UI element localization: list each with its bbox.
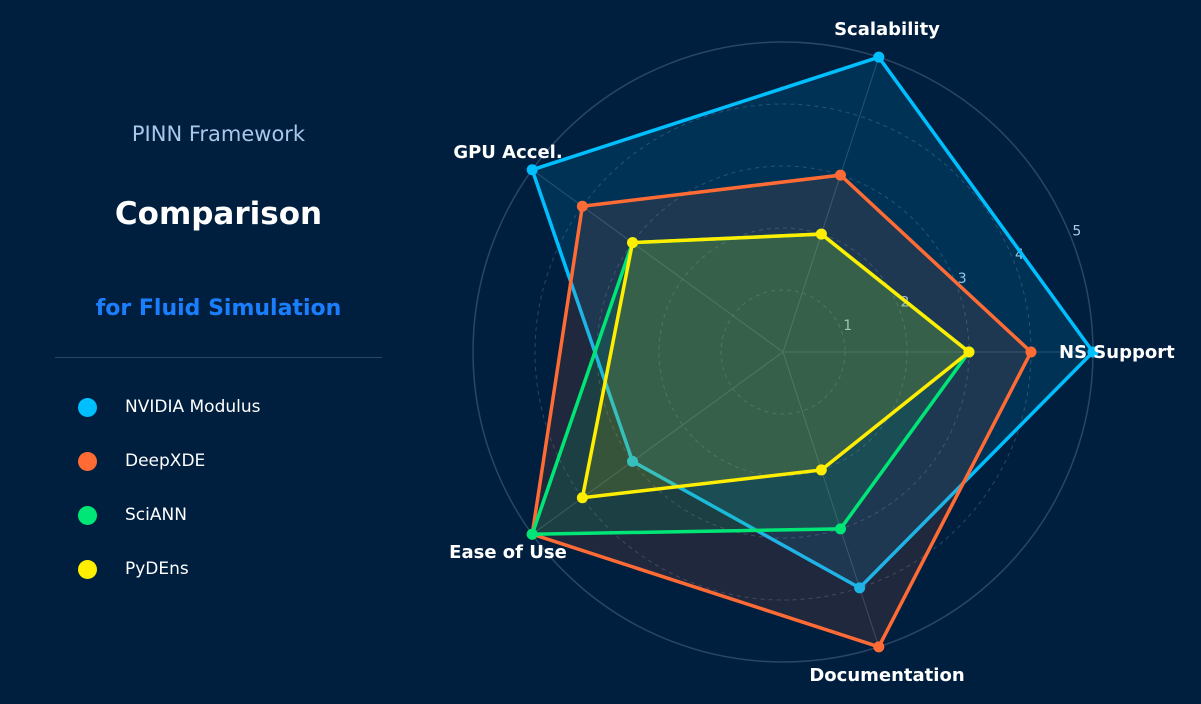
data-point xyxy=(873,641,885,653)
title-line-2: Comparison xyxy=(114,196,323,232)
series-line xyxy=(529,55,1096,591)
legend-item: NVIDIA Modulus xyxy=(78,395,261,419)
legend-label: NVIDIA Modulus xyxy=(125,397,261,417)
category-label: Scalability xyxy=(834,19,940,40)
legend-item: PyDEns xyxy=(78,557,189,581)
data-point xyxy=(1087,346,1099,358)
divider xyxy=(55,357,382,358)
grid-spoke xyxy=(531,351,784,535)
title-line-3: for Fluid Simulation xyxy=(95,296,342,321)
radial-tick-label: 4 xyxy=(1015,247,1024,263)
title-line-1: PINN Framework xyxy=(131,122,306,146)
legend-marker xyxy=(78,397,97,417)
category-label: NS Support xyxy=(1059,342,1175,363)
legend-item: DeepXDE xyxy=(78,449,205,473)
data-point xyxy=(834,523,846,535)
data-point xyxy=(576,200,588,212)
data-point xyxy=(627,455,639,467)
category-label: GPU Accel. xyxy=(453,142,562,163)
legend-marker xyxy=(78,505,97,525)
legend-label: DeepXDE xyxy=(125,451,206,471)
series-line xyxy=(530,173,1034,649)
data-point xyxy=(854,582,866,594)
legend-item: SciANN xyxy=(78,503,187,527)
grid-spoke xyxy=(782,57,880,353)
data-point xyxy=(834,169,846,181)
series-area xyxy=(532,234,969,535)
data-point xyxy=(526,528,538,540)
data-point xyxy=(815,464,827,476)
category-label: Ease of Use xyxy=(449,542,567,563)
legend-marker xyxy=(78,559,97,579)
data-point xyxy=(526,164,538,176)
radial-tick-label: 3 xyxy=(958,271,967,287)
grid-spoke xyxy=(531,169,784,353)
data-point xyxy=(963,346,975,358)
data-point xyxy=(873,51,885,63)
category-label: Documentation xyxy=(809,665,964,686)
legend-label: SciANN xyxy=(125,505,187,525)
series-area xyxy=(532,57,1093,588)
radial-tick-label: 5 xyxy=(1072,223,1081,239)
series-area xyxy=(582,234,969,498)
legend-marker xyxy=(78,451,97,471)
data-point xyxy=(815,228,827,240)
data-point xyxy=(576,492,588,504)
grid-spoke xyxy=(782,351,880,647)
radial-tick-label: 1 xyxy=(843,318,852,334)
data-point xyxy=(627,237,639,249)
series-area xyxy=(532,175,1031,647)
series-line xyxy=(580,232,972,500)
title-panel: PINN Framework Comparison for Fluid Simu… xyxy=(0,0,440,704)
legend-label: PyDEns xyxy=(125,559,189,579)
data-point xyxy=(1025,346,1037,358)
